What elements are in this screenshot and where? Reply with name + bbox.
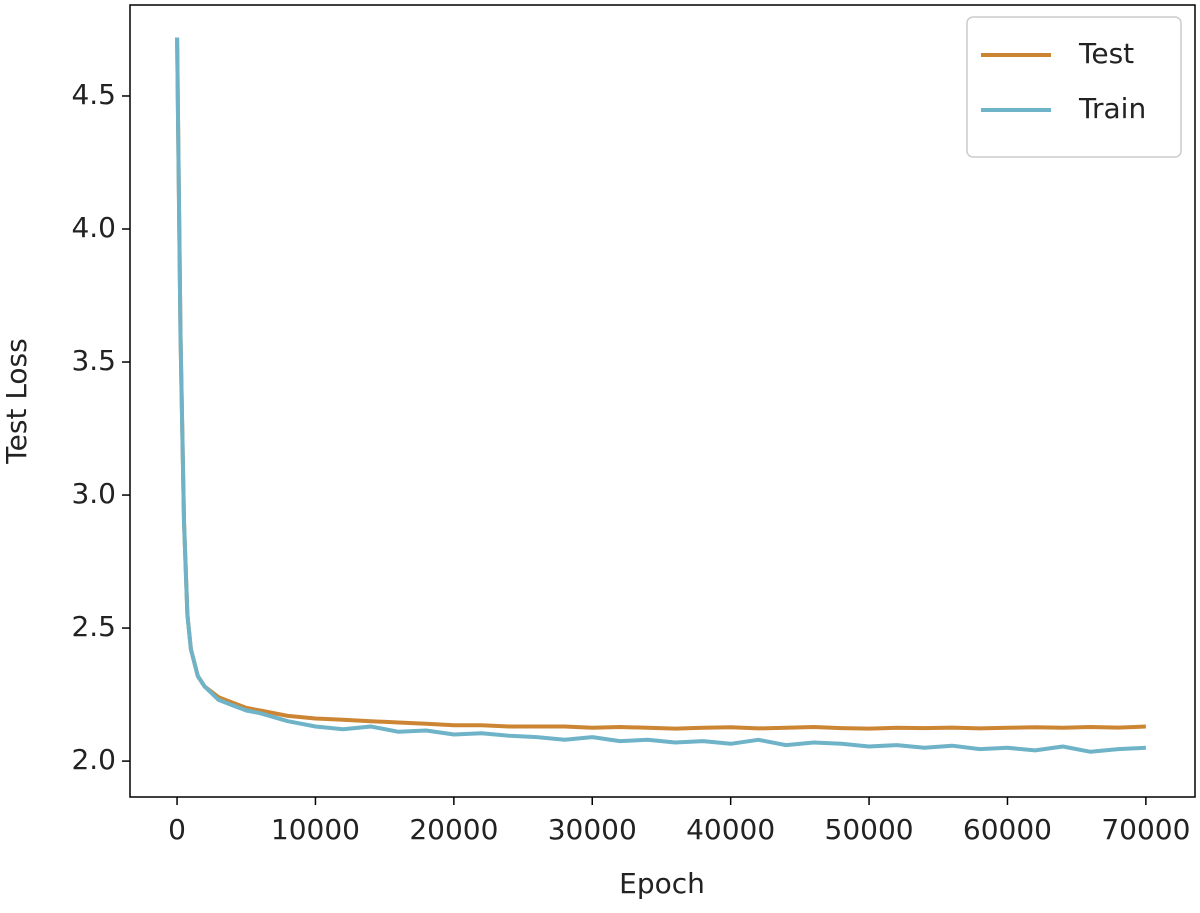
legend-label: Train	[1078, 92, 1146, 125]
plot-frame	[129, 4, 1196, 798]
y-tick-label: 4.0	[71, 211, 116, 244]
y-tick-label: 3.5	[71, 344, 116, 377]
y-tick-label: 3.0	[71, 477, 116, 510]
x-axis-label: Epoch	[619, 867, 705, 900]
x-tick-label: 40000	[686, 813, 775, 846]
y-tick-label: 4.5	[71, 78, 116, 111]
legend-box	[966, 16, 1182, 158]
x-tick-label: 30000	[548, 813, 637, 846]
x-tick-label: 20000	[409, 813, 498, 846]
y-tick-label: 2.5	[71, 610, 116, 643]
y-axis-label: Test Loss	[0, 338, 33, 464]
legend-label: Test	[1078, 37, 1134, 70]
x-tick-label: 10000	[271, 813, 360, 846]
line-series	[175, 37, 1146, 754]
x-tick-label: 60000	[963, 813, 1052, 846]
x-tick-label: 0	[168, 813, 186, 846]
y-tick-label: 2.0	[71, 743, 116, 776]
x-tick-label: 70000	[1101, 813, 1190, 846]
x-tick-label: 50000	[825, 813, 914, 846]
